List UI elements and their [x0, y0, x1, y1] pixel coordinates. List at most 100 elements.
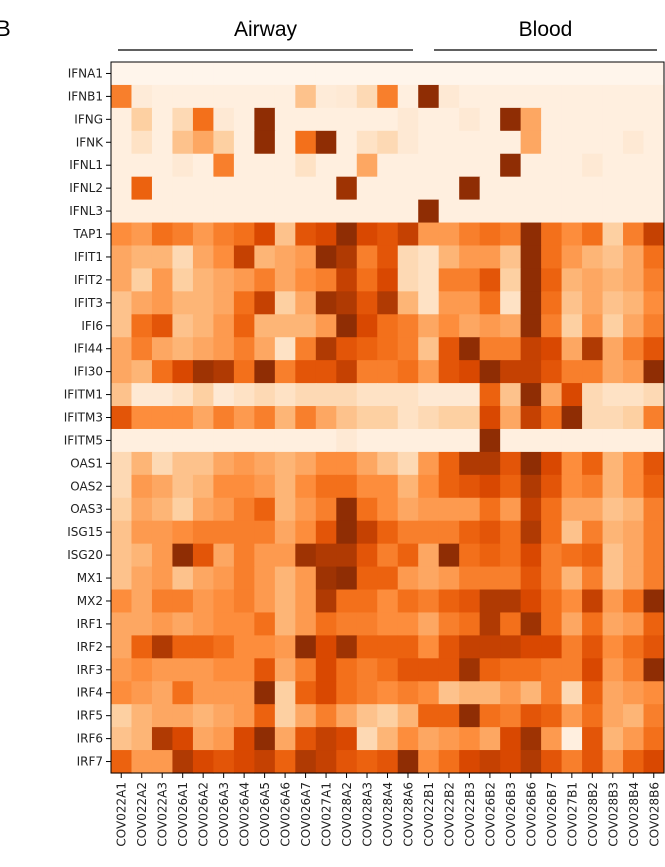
heatmap-cell-IFNL2-COV026A7	[295, 176, 317, 201]
heatmap-cell-IRF1-COV026A3	[213, 612, 235, 636]
heatmap-cell-IFNL3-COV026A2	[192, 199, 215, 224]
heatmap-cell-MX2-COV026A2	[192, 589, 215, 614]
heatmap-cell-IFNL2-COV022B1	[418, 176, 440, 201]
heatmap-cell-IFITM3-COV028A2	[336, 406, 358, 430]
heatmap-cell-IRF6-COV026B6	[520, 727, 542, 751]
column-label-COV028B4: COV028B4	[627, 782, 641, 847]
heatmap-cell-IFNG-COV028B6	[643, 107, 665, 132]
heatmap-cell-MX2-COV022A2	[131, 589, 153, 614]
row-label-ISG15: ISG15	[67, 525, 103, 539]
heatmap-cell-IRF3-COV026A5	[254, 658, 276, 682]
heatmap-cell-IFIT2-COV026A7	[295, 268, 317, 292]
heatmap-cell-IFIT2-COV028A2	[336, 268, 358, 292]
heatmap-cell-IRF2-COV028B6	[643, 635, 665, 659]
heatmap-cell-IFNL2-COV028B4	[623, 176, 645, 201]
heatmap-cell-IFNB1-COV027A1	[315, 84, 337, 109]
heatmap-cells	[111, 62, 665, 774]
heatmap-cell-MX1-COV028A3	[356, 566, 378, 591]
heatmap-cell-ISG15-COV022A1	[111, 520, 133, 545]
heatmap-cell-IFIT1-COV028A4	[377, 245, 399, 270]
heatmap-cell-MX1-COV022B1	[418, 566, 440, 591]
heatmap-cell-IRF4-COV022A1	[111, 681, 133, 705]
heatmap-cell-TAP1-COV027B1	[561, 222, 583, 247]
heatmap-cell-IRF2-COV026B2	[479, 635, 501, 659]
heatmap-cell-IRF6-COV022A1	[111, 727, 133, 751]
heatmap-cell-IRF4-COV027A1	[315, 681, 337, 705]
heatmap-cell-MX2-COV026A4	[233, 589, 255, 614]
heatmap-cell-IRF5-COV022B3	[459, 704, 481, 728]
heatmap-cell-ISG15-COV028A4	[377, 520, 399, 545]
heatmap-cell-IRF5-COV022A2	[131, 704, 153, 728]
heatmap-cell-IFNL3-COV026A3	[213, 199, 235, 224]
heatmap-cell-OAS1-COV028A2	[336, 451, 358, 476]
heatmap-cell-IFNB1-COV028A4	[377, 84, 399, 109]
heatmap-cell-IRF5-COV026A6	[274, 704, 296, 728]
heatmap-cell-IRF7-COV028B6	[643, 750, 665, 774]
heatmap-cell-IFNA1-COV026A6	[274, 62, 296, 86]
heatmap-cell-IFNG-COV028A6	[397, 107, 419, 132]
heatmap-cell-IRF4-COV026A2	[192, 681, 215, 705]
heatmap-cell-IRF6-COV028A4	[377, 727, 399, 751]
heatmap-cell-IFITM5-COV028A6	[397, 428, 419, 453]
heatmap-cell-IRF2-COV022B3	[459, 635, 481, 659]
heatmap-cell-IRF7-COV022B3	[459, 750, 481, 774]
heatmap-cell-IRF2-COV028B4	[623, 635, 645, 659]
heatmap-cell-TAP1-COV028A4	[377, 222, 399, 247]
heatmap-cell-IFNL1-COV028B3	[602, 153, 624, 178]
heatmap-cell-OAS3-COV026A3	[213, 497, 235, 522]
heatmap-cell-IFITM1-COV026B7	[541, 383, 563, 407]
heatmap-cell-IRF5-COV022B1	[418, 704, 440, 728]
heatmap-cell-IFITM5-COV027B1	[561, 428, 583, 453]
heatmap-cell-IFITM5-COV028B3	[602, 428, 624, 453]
heatmap-cell-IFIT3-COV022B2	[438, 291, 460, 315]
column-label-COV026B7: COV026B7	[545, 782, 559, 847]
heatmap-cell-IRF2-COV026B7	[541, 635, 563, 659]
heatmap-cell-IFNG-COV027A1	[315, 107, 337, 132]
heatmap-cell-OAS1-COV028A3	[356, 451, 378, 476]
heatmap-cell-IFNL1-COV026A5	[254, 153, 276, 178]
column-label-COV022B3: COV022B3	[463, 782, 477, 847]
heatmap-cell-OAS1-COV022B1	[418, 451, 440, 476]
heatmap-cell-MX2-COV022B2	[438, 589, 460, 614]
row-label-IFITM5: IFITM5	[64, 433, 103, 447]
heatmap-cell-IFITM1-COV026A7	[295, 383, 317, 407]
heatmap-cell-ISG20-COV026A7	[295, 543, 317, 568]
heatmap-cell-OAS3-COV026B3	[500, 497, 522, 522]
heatmap-cell-IRF7-COV026A1	[172, 750, 194, 774]
heatmap-cell-MX1-COV026B2	[479, 566, 501, 591]
heatmap-cell-IFNL1-COV026A4	[233, 153, 255, 178]
row-label-IFITM3: IFITM3	[64, 411, 103, 425]
heatmap-cell-IFNL2-COV026B7	[541, 176, 563, 201]
heatmap-cell-MX1-COV026A3	[213, 566, 235, 591]
heatmap-cell-IFIT2-COV022B1	[418, 268, 440, 292]
heatmap-cell-OAS3-COV028B3	[602, 497, 624, 522]
row-label-IFIT3: IFIT3	[74, 296, 103, 310]
heatmap-cell-IFI44-COV022B1	[418, 337, 440, 361]
heatmap-cell-IFNL3-COV026A7	[295, 199, 317, 224]
heatmap-cell-MX2-COV022B1	[418, 589, 440, 614]
heatmap-cell-IRF5-COV026B6	[520, 704, 542, 728]
heatmap-cell-IFNL3-COV026B3	[500, 199, 522, 224]
heatmap-cell-IFNG-COV022A1	[111, 107, 133, 132]
heatmap-cell-IFNA1-COV022B1	[418, 62, 440, 86]
heatmap-cell-IFITM1-COV026B2	[479, 383, 501, 407]
heatmap-cell-IFI30-COV028A6	[397, 360, 419, 384]
column-label-COV026A4: COV026A4	[238, 782, 252, 847]
heatmap-cell-IRF1-COV022A2	[131, 612, 153, 636]
heatmap-cell-ISG15-COV026A7	[295, 520, 317, 545]
heatmap-cell-IFNA1-COV022A3	[151, 62, 174, 86]
heatmap-cell-OAS2-COV026A1	[172, 474, 194, 499]
heatmap-cell-IFITM5-COV028B6	[643, 428, 665, 453]
heatmap-cell-IFNL1-COV026B6	[520, 153, 542, 178]
heatmap-cell-MX1-COV022A1	[111, 566, 133, 591]
heatmap-cell-IRF5-COV028B3	[602, 704, 624, 728]
group-label-blood: Blood	[519, 18, 573, 41]
heatmap-cell-IRF7-COV022A1	[111, 750, 133, 774]
heatmap-cell-IRF3-COV028B4	[623, 658, 645, 682]
heatmap-cell-OAS2-COV022A3	[151, 474, 174, 499]
heatmap-cell-IFNK-COV026A7	[295, 130, 317, 155]
panel-letter: B	[0, 16, 11, 41]
heatmap-cell-IFI30-COV026A3	[213, 360, 235, 384]
heatmap-cell-TAP1-COV026B3	[500, 222, 522, 247]
heatmap-cell-IFNB1-COV022A1	[111, 84, 133, 109]
